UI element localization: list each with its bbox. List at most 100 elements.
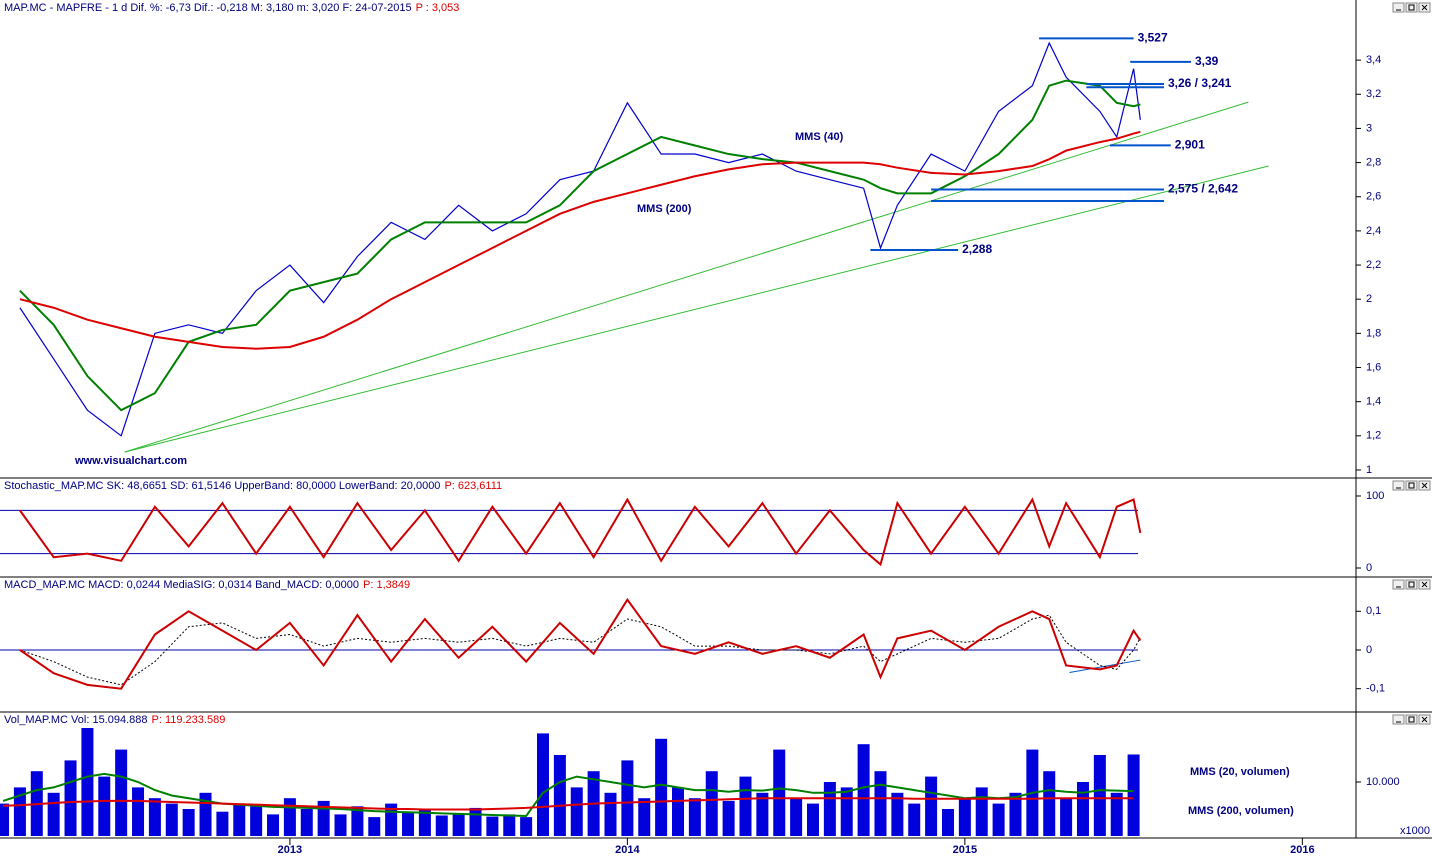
window-button <box>1405 480 1418 491</box>
level-label: 3,527 <box>1138 31 1168 45</box>
volume-bar <box>1009 792 1022 836</box>
window-button <box>1405 579 1418 590</box>
volume-bar <box>435 815 448 836</box>
y-tick-label: 2,8 <box>1366 156 1381 168</box>
x-tick-label: 2015 <box>953 844 977 856</box>
panel-title: MACD_MAP.MC MACD: 0,0244 MediaSIG: 0,031… <box>4 579 359 591</box>
volume-bar <box>553 755 566 836</box>
y-tick-label: 10.000 <box>1366 776 1400 788</box>
series-line <box>19 597 1142 690</box>
panel-price: P: 1,3849 <box>363 579 410 591</box>
y-tick-label: 0 <box>1366 644 1372 656</box>
y-tick-label: 3,4 <box>1366 54 1381 66</box>
series-label: MMS (200, volumen) <box>1188 805 1294 817</box>
volume-bar <box>806 803 819 836</box>
level-label: 2,575 / 2,642 <box>1168 182 1238 196</box>
unit-label: x1000 <box>1400 825 1430 837</box>
volume-bar <box>958 798 971 836</box>
volume-bar <box>1127 754 1140 836</box>
window-button <box>1405 714 1418 725</box>
y-tick-label: 1 <box>1366 464 1372 476</box>
level-label: 3,26 / 3,241 <box>1168 76 1232 90</box>
volume-bar <box>570 787 583 836</box>
volume-bar <box>621 760 634 836</box>
volume-bar <box>1060 798 1073 836</box>
volume-bar <box>722 800 735 836</box>
close-icon <box>1421 581 1428 588</box>
series-line <box>2 772 1134 818</box>
y-tick-label: 1,6 <box>1366 361 1381 373</box>
series-line <box>3 797 1134 811</box>
volume-bar <box>1076 782 1089 836</box>
volume-bar <box>638 798 651 836</box>
volume-bar <box>368 817 381 836</box>
volume-bar <box>756 792 769 836</box>
x-tick-label: 2014 <box>615 844 640 856</box>
volume-bar <box>81 728 94 836</box>
panel-header: MAP.MC - MAPFRE - 1 d Dif. %: -6,73 Dif.… <box>4 2 459 14</box>
volume-bar <box>941 809 954 836</box>
panel-title: Vol_MAP.MC Vol: 15.094.888 <box>4 714 148 726</box>
volume-bar <box>47 792 60 836</box>
window-button <box>1392 714 1405 725</box>
window-button <box>1392 480 1405 491</box>
volume-bar <box>452 813 465 836</box>
volume-bar <box>132 787 145 836</box>
volume-bar <box>891 792 904 836</box>
panel-header: MACD_MAP.MC MACD: 0,0244 MediaSIG: 0,031… <box>4 579 410 591</box>
panel-header: Stochastic_MAP.MC SK: 48,6651 SD: 61,514… <box>4 480 502 492</box>
y-tick-label: 2,4 <box>1366 225 1381 237</box>
volume-bar <box>115 749 128 836</box>
volume-bar <box>64 760 77 836</box>
volume-bar <box>975 787 988 836</box>
panel-title: MAP.MC - MAPFRE - 1 d Dif. %: -6,73 Dif.… <box>4 2 412 14</box>
volume-bar <box>148 798 161 836</box>
window-button <box>1392 2 1405 13</box>
volume-bar <box>773 749 786 836</box>
series-label: MMS (200) <box>637 203 692 215</box>
x-tick-label: 2013 <box>278 844 302 856</box>
panel-price: P: 623,6111 <box>444 480 502 492</box>
y-tick-label: 2,2 <box>1366 259 1381 271</box>
series-label: MMS (40) <box>795 131 844 143</box>
volume-bar <box>0 803 10 836</box>
close-icon <box>1421 4 1428 11</box>
volume-bar <box>705 771 718 836</box>
volume-bar <box>469 807 482 836</box>
volume-bar <box>1110 792 1123 836</box>
maximize-icon <box>1408 4 1415 11</box>
volume-bar <box>840 787 853 836</box>
series-line <box>19 79 1141 412</box>
y-tick-label: 0 <box>1366 562 1372 574</box>
y-tick-label: 1,4 <box>1366 396 1381 408</box>
panel-header: Vol_MAP.MC Vol: 15.094.888 P: 119.233.589 <box>4 714 225 726</box>
window-button <box>1392 579 1405 590</box>
volume-bar <box>520 817 533 836</box>
volume-bar <box>334 814 347 836</box>
series-label: MMS (20, volumen) <box>1190 766 1290 778</box>
y-tick-label: 0,1 <box>1366 605 1381 617</box>
y-tick-label: 2 <box>1366 293 1372 305</box>
volume-bar <box>233 803 246 836</box>
y-tick-label: -0,1 <box>1366 683 1385 695</box>
level-label: 2,901 <box>1175 137 1205 151</box>
volume-bar <box>317 800 330 836</box>
level-label: 3,39 <box>1195 54 1219 68</box>
series-line <box>19 41 1141 437</box>
trend-line <box>124 165 1269 453</box>
panel-price: P : 3,053 <box>416 2 460 14</box>
panel-title: Stochastic_MAP.MC SK: 48,6651 SD: 61,514… <box>4 480 440 492</box>
level-label: 2,288 <box>962 242 992 256</box>
y-tick-label: 100 <box>1366 490 1384 502</box>
y-tick-label: 1,8 <box>1366 327 1381 339</box>
maximize-icon <box>1408 716 1415 723</box>
volume-bar <box>182 809 195 836</box>
volume-bar <box>98 776 111 836</box>
volume-bar <box>688 798 701 836</box>
trend-line <box>124 101 1249 453</box>
volume-bar <box>1043 771 1056 836</box>
volume-bar <box>216 811 229 836</box>
panel-price: P: 119.233.589 <box>152 714 226 726</box>
